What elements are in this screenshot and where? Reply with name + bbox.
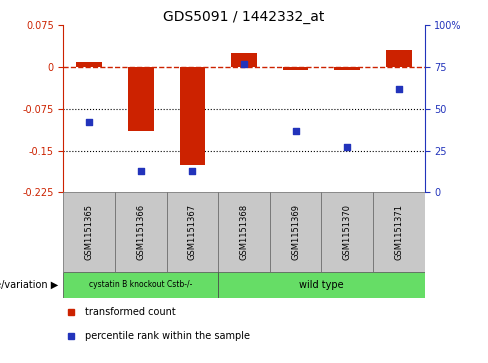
- Bar: [115, 192, 166, 272]
- Point: [292, 128, 300, 134]
- Point: [240, 61, 248, 67]
- Bar: [386, 50, 412, 67]
- Title: GDS5091 / 1442332_at: GDS5091 / 1442332_at: [163, 11, 325, 24]
- Bar: [322, 192, 373, 272]
- Bar: [334, 67, 360, 70]
- Bar: [218, 272, 425, 298]
- Text: wild type: wild type: [299, 280, 344, 290]
- Bar: [63, 192, 115, 272]
- Bar: [63, 272, 218, 298]
- Point: [395, 86, 403, 92]
- Bar: [270, 192, 322, 272]
- Text: GSM1151366: GSM1151366: [136, 204, 145, 260]
- Point: [343, 144, 351, 150]
- Text: GSM1151371: GSM1151371: [394, 204, 403, 260]
- Bar: [76, 62, 102, 67]
- Text: cystatin B knockout Cstb-/-: cystatin B knockout Cstb-/-: [89, 281, 192, 289]
- Bar: [166, 192, 218, 272]
- Bar: [180, 67, 205, 164]
- Text: GSM1151365: GSM1151365: [85, 204, 94, 260]
- Text: transformed count: transformed count: [85, 307, 176, 317]
- Bar: [218, 192, 270, 272]
- Bar: [231, 53, 257, 67]
- Text: GSM1151370: GSM1151370: [343, 204, 352, 260]
- Text: percentile rank within the sample: percentile rank within the sample: [85, 331, 250, 341]
- Text: GSM1151368: GSM1151368: [240, 204, 248, 260]
- Bar: [283, 67, 308, 70]
- Text: GSM1151369: GSM1151369: [291, 204, 300, 260]
- Text: genotype/variation ▶: genotype/variation ▶: [0, 280, 59, 290]
- Bar: [128, 67, 154, 131]
- Text: GSM1151367: GSM1151367: [188, 204, 197, 260]
- Point: [137, 168, 145, 174]
- Point: [188, 168, 196, 174]
- Point: [85, 119, 93, 125]
- Bar: [373, 192, 425, 272]
